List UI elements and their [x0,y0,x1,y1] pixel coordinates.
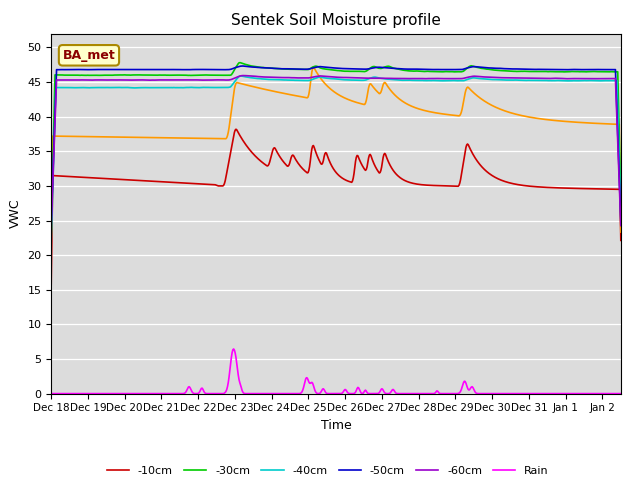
-10cm [291,156,299,161]
-40cm [127,85,135,91]
-50cm [312,64,320,70]
-50cm [457,67,465,72]
Legend: -10cm, -20cm, -30cm, -40cm, -50cm, -60cm, Rain: -10cm, -20cm, -30cm, -40cm, -50cm, -60cm… [102,462,554,480]
Title: Sentek Soil Moisture profile: Sentek Soil Moisture profile [231,13,441,28]
-30cm [291,66,299,72]
-40cm [291,77,299,83]
-50cm [50,153,58,159]
-20cm [312,69,320,75]
-40cm [237,73,244,79]
-40cm [457,78,465,84]
-60cm [50,161,58,167]
-30cm [236,60,244,66]
-40cm [312,75,320,81]
Line: -20cm: -20cm [51,67,621,239]
Rain [291,391,299,396]
-20cm [50,133,58,139]
Line: -30cm: -30cm [51,63,621,234]
-50cm [47,218,55,224]
-30cm [312,63,320,69]
-50cm [127,67,135,72]
-20cm [291,93,298,98]
-30cm [127,72,135,78]
-60cm [470,73,478,79]
-10cm [127,177,135,183]
Line: -10cm: -10cm [51,129,621,285]
-10cm [50,173,58,179]
-30cm [470,64,478,70]
Rain [457,388,465,394]
-30cm [617,198,625,204]
-60cm [127,77,135,83]
-10cm [457,177,465,182]
-10cm [617,238,625,243]
-40cm [47,238,55,243]
Rain [50,391,58,396]
-40cm [617,208,625,214]
-60cm [240,72,248,78]
-20cm [127,134,135,140]
Rain [230,346,237,352]
Rain [617,391,625,396]
-10cm [232,126,240,132]
-30cm [47,231,55,237]
-30cm [457,69,465,74]
-20cm [457,111,465,117]
-40cm [50,161,58,167]
-60cm [312,73,320,79]
Y-axis label: VWC: VWC [9,199,22,228]
Line: -40cm: -40cm [51,76,621,240]
Rain [127,391,135,396]
-20cm [470,91,478,96]
-20cm [47,236,55,242]
Line: Rain: Rain [51,349,621,394]
-10cm [47,282,55,288]
Rain [470,388,478,394]
-20cm [310,64,317,70]
-50cm [617,218,625,224]
-40cm [470,75,478,81]
-30cm [50,136,58,142]
X-axis label: Time: Time [321,419,351,432]
-60cm [291,75,299,81]
Text: BA_met: BA_met [63,49,115,62]
-60cm [47,224,55,229]
-60cm [457,76,465,82]
Line: -50cm: -50cm [51,66,621,221]
-50cm [291,66,299,72]
-20cm [617,229,625,235]
-50cm [239,63,246,69]
-10cm [312,151,320,157]
-10cm [470,154,478,159]
Rain [47,391,55,396]
-50cm [470,64,478,70]
Line: -60cm: -60cm [51,75,621,227]
-60cm [617,223,625,228]
Rain [312,390,320,396]
